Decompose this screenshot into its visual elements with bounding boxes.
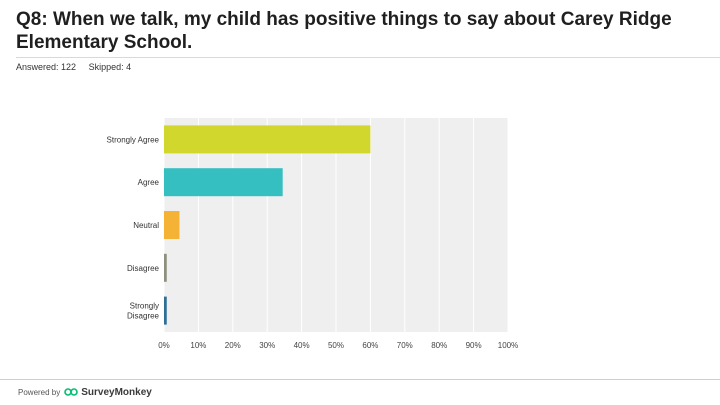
x-tick-label: 90% [466, 341, 482, 350]
powered-by-text: Powered by [18, 387, 61, 397]
gridlines [163, 118, 509, 332]
header-divider [16, 57, 720, 58]
bar [164, 211, 180, 239]
x-axis-ticks: 0% 10% 20% 30% 40% 50% 60% 70% 80% 90% 100% [158, 341, 518, 350]
footer-divider [0, 379, 720, 380]
response-bar-chart: Strongly Agree Agree Neutral Disagree Strong… [107, 118, 518, 350]
x-tick-label: 30% [259, 341, 275, 350]
category-label: Strongly Agree [107, 135, 160, 144]
answered-count: Answered: 122 [16, 62, 77, 72]
x-tick-label: 70% [397, 341, 413, 350]
bar [164, 125, 371, 154]
x-tick-label: 20% [225, 341, 241, 350]
x-tick-label: 100% [498, 341, 518, 350]
skipped-count: Skipped: 4 [88, 62, 132, 72]
response-stats: Answered: 122 Skipped: 4 [16, 62, 141, 72]
bar [164, 253, 167, 282]
category-label: Agree [138, 178, 160, 187]
x-tick-label: 10% [190, 341, 206, 350]
category-label: Disagree [127, 264, 160, 273]
x-tick-label: 50% [328, 341, 344, 350]
footer: Powered by SurveyMonkey [18, 384, 152, 400]
category-labels: Strongly Agree Agree Neutral Disagree Strong… [107, 135, 160, 320]
x-tick-label: 60% [362, 341, 378, 350]
question-title: Q8: When we talk, my child has positive … [16, 9, 672, 53]
x-tick-label: 0% [158, 341, 170, 350]
category-label: Neutral [133, 221, 159, 230]
surveymonkey-logo-icon [64, 388, 79, 396]
x-tick-label: 40% [294, 341, 310, 350]
x-tick-label: 80% [431, 341, 447, 350]
bars [164, 125, 371, 325]
bar [164, 296, 167, 325]
category-label: Strongly Disagree [127, 302, 160, 321]
surveymonkey-brand: SurveyMonkey [81, 386, 152, 398]
bar [164, 168, 283, 197]
